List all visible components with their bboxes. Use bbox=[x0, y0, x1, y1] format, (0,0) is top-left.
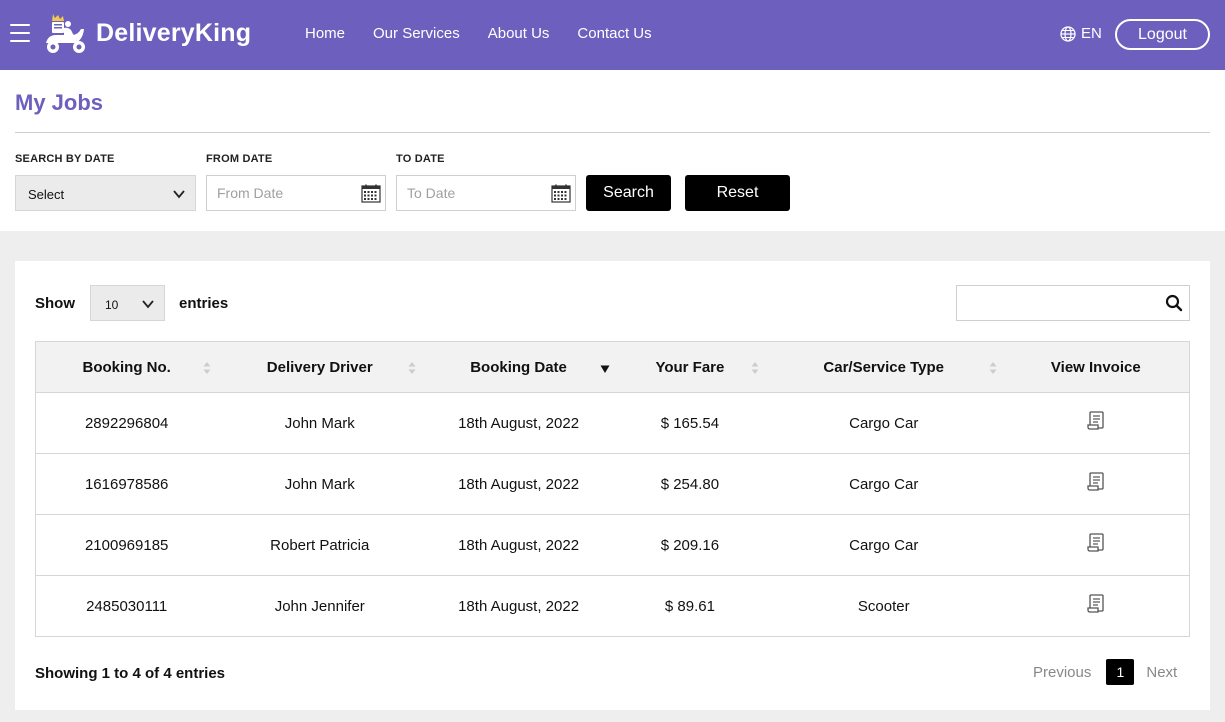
calendar-icon[interactable] bbox=[361, 184, 381, 203]
booking-date-cell: 18th August, 2022 bbox=[422, 575, 615, 637]
booking-date-cell: 18th August, 2022 bbox=[422, 514, 615, 576]
scooter-logo-icon bbox=[46, 14, 85, 53]
nav-about-us[interactable]: About Us bbox=[487, 25, 550, 42]
filter-section: My Jobs SEARCH BY DATE FROM DATE TO DATE… bbox=[0, 70, 1225, 231]
entries-label: entries bbox=[179, 295, 229, 312]
table-search-input[interactable] bbox=[957, 286, 1157, 320]
driver-cell: John Jennifer bbox=[217, 575, 423, 637]
table-row: 2100969185 Robert Patricia 18th August, … bbox=[35, 514, 1190, 576]
booking-date-cell: 18th August, 2022 bbox=[422, 392, 615, 454]
pagination: Previous 1 Next bbox=[1033, 659, 1177, 685]
from-date-label: FROM DATE bbox=[206, 153, 273, 165]
table-row: 2892296804 John Mark 18th August, 2022 $… bbox=[35, 392, 1190, 454]
search-icon[interactable] bbox=[1165, 294, 1183, 312]
search-by-date-value: Select bbox=[28, 187, 65, 202]
nav-contact-us[interactable]: Contact Us bbox=[577, 25, 652, 42]
calendar-icon[interactable] bbox=[551, 184, 571, 203]
driver-cell: John Mark bbox=[217, 453, 423, 515]
invoice-cell bbox=[1002, 514, 1190, 576]
column-header-booking-no[interactable]: Booking No. bbox=[35, 341, 218, 393]
page-1-button[interactable]: 1 bbox=[1106, 659, 1135, 685]
table-row: 1616978586 John Mark 18th August, 2022 $… bbox=[35, 453, 1190, 515]
invoice-icon[interactable] bbox=[1086, 533, 1106, 553]
service-type-cell: Cargo Car bbox=[764, 392, 1003, 454]
invoice-cell bbox=[1002, 392, 1190, 454]
table-header-row: Booking No. Delivery Driver Booking Date… bbox=[35, 341, 1190, 393]
language-label: EN bbox=[1081, 25, 1102, 42]
jobs-table: Booking No. Delivery Driver Booking Date… bbox=[35, 341, 1190, 637]
column-header-your-fare[interactable]: Your Fare bbox=[614, 341, 765, 393]
jobs-card: Show 10 entries Booking No. Delivery Dri… bbox=[15, 261, 1210, 710]
from-date-field[interactable] bbox=[206, 175, 386, 211]
fare-cell: $ 165.54 bbox=[614, 392, 765, 454]
to-date-input[interactable] bbox=[397, 176, 537, 210]
sort-icon[interactable] bbox=[989, 361, 997, 375]
search-button[interactable]: Search bbox=[586, 175, 671, 211]
chevron-down-icon bbox=[142, 300, 154, 309]
nav-our-services[interactable]: Our Services bbox=[373, 25, 460, 42]
top-navbar: DeliveryKing Home Our Services About Us … bbox=[0, 0, 1225, 70]
chevron-down-icon bbox=[173, 190, 185, 199]
next-page-button[interactable]: Next bbox=[1146, 663, 1178, 681]
sort-icon[interactable] bbox=[203, 361, 211, 375]
column-header-car-service-type[interactable]: Car/Service Type bbox=[764, 341, 1003, 393]
service-type-cell: Cargo Car bbox=[764, 514, 1003, 576]
previous-page-button[interactable]: Previous bbox=[1033, 663, 1092, 681]
to-date-label: TO DATE bbox=[396, 153, 445, 165]
menu-icon[interactable] bbox=[10, 24, 30, 42]
invoice-cell bbox=[1002, 575, 1190, 637]
reset-button[interactable]: Reset bbox=[685, 175, 790, 211]
column-header-booking-date[interactable]: Booking Date bbox=[422, 341, 615, 393]
sort-icon[interactable] bbox=[751, 361, 759, 375]
nav-home[interactable]: Home bbox=[305, 25, 346, 42]
globe-icon bbox=[1060, 25, 1076, 42]
search-by-date-label: SEARCH BY DATE bbox=[15, 153, 115, 165]
fare-cell: $ 209.16 bbox=[614, 514, 765, 576]
column-header-view-invoice: View Invoice bbox=[1002, 341, 1190, 393]
service-type-cell: Cargo Car bbox=[764, 453, 1003, 515]
invoice-icon[interactable] bbox=[1086, 472, 1106, 492]
divider bbox=[15, 132, 1210, 133]
to-date-field[interactable] bbox=[396, 175, 576, 211]
table-row: 2485030111 John Jennifer 18th August, 20… bbox=[35, 575, 1190, 637]
brand-name[interactable]: DeliveryKing bbox=[96, 19, 252, 47]
invoice-icon[interactable] bbox=[1086, 594, 1106, 614]
page-title: My Jobs bbox=[15, 90, 104, 115]
table-info: Showing 1 to 4 of 4 entries bbox=[35, 665, 226, 682]
booking-no-cell: 2100969185 bbox=[35, 514, 218, 576]
logout-button[interactable]: Logout bbox=[1115, 19, 1210, 50]
entries-per-page-select[interactable]: 10 bbox=[90, 285, 165, 321]
sort-icon[interactable] bbox=[408, 361, 416, 375]
language-selector[interactable]: EN bbox=[1060, 25, 1102, 42]
booking-no-cell: 2892296804 bbox=[35, 392, 218, 454]
driver-cell: Robert Patricia bbox=[217, 514, 423, 576]
invoice-cell bbox=[1002, 453, 1190, 515]
main-nav: Home Our Services About Us Contact Us bbox=[305, 25, 652, 42]
driver-cell: John Mark bbox=[217, 392, 423, 454]
invoice-icon[interactable] bbox=[1086, 411, 1106, 431]
from-date-input[interactable] bbox=[207, 176, 347, 210]
entries-value: 10 bbox=[105, 298, 119, 312]
fare-cell: $ 254.80 bbox=[614, 453, 765, 515]
booking-no-cell: 1616978586 bbox=[35, 453, 218, 515]
table-search-field[interactable] bbox=[956, 285, 1190, 321]
fare-cell: $ 89.61 bbox=[614, 575, 765, 637]
column-header-delivery-driver[interactable]: Delivery Driver bbox=[217, 341, 423, 393]
service-type-cell: Scooter bbox=[764, 575, 1003, 637]
booking-date-cell: 18th August, 2022 bbox=[422, 453, 615, 515]
search-by-date-select[interactable]: Select bbox=[15, 175, 196, 211]
booking-no-cell: 2485030111 bbox=[35, 575, 218, 637]
show-label: Show bbox=[35, 295, 75, 312]
sort-desc-icon[interactable] bbox=[600, 364, 610, 374]
